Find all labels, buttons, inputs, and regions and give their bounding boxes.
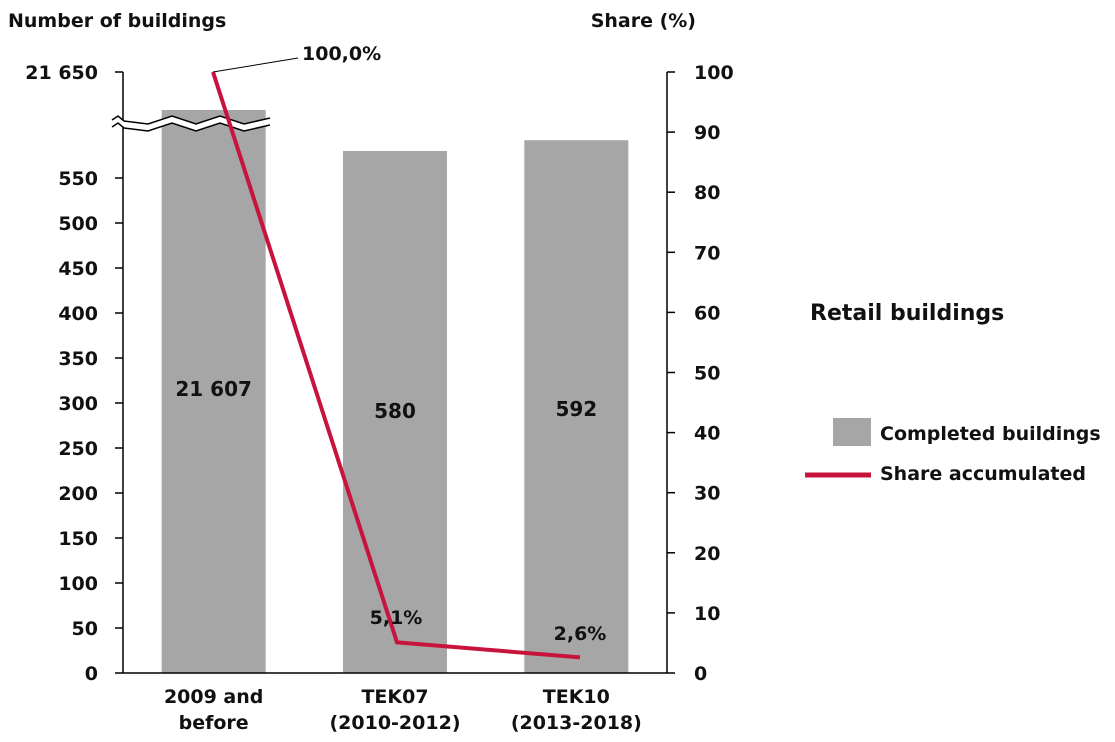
left-tick-label-1: 50 (72, 618, 98, 640)
x-label-1-line-1: (2010-2012) (329, 712, 460, 734)
right-tick-label-3: 30 (694, 483, 720, 505)
left-tick-label-6: 300 (58, 393, 98, 415)
chart-title: Retail buildings (810, 301, 1004, 326)
left-tick-label-0: 0 (85, 663, 98, 685)
left-tick-label-8: 400 (58, 303, 98, 325)
right-tick-label-8: 80 (694, 182, 720, 204)
right-tick-label-5: 50 (694, 363, 720, 385)
left-tick-label-3: 150 (58, 528, 98, 550)
right-ticks-group: 0 10 20 30 40 50 60 70 80 90 100 (667, 62, 734, 685)
left-tick-label-11: 550 (58, 168, 98, 190)
left-tick-label-4: 200 (58, 483, 98, 505)
share-label-2: 2,6% (554, 623, 607, 645)
axis-break-line-lower (111, 122, 271, 132)
x-label-0-line-1: before (179, 712, 249, 734)
left-tick-label-9: 450 (58, 258, 98, 280)
x-label-2-line-0: TEK10 (543, 686, 610, 708)
right-axis-title: Share (%) (591, 10, 696, 32)
bar-0 (161, 110, 266, 673)
x-labels-group: 2009 and before TEK07 (2010-2012) TEK10 (2013… (164, 686, 642, 734)
bar-value-label-1: 580 (374, 399, 416, 423)
right-tick-label-6: 60 (694, 302, 720, 324)
bar-1 (343, 151, 447, 673)
bar-value-label-2: 592 (555, 397, 597, 421)
x-label-2-line-1: (2013-2018) (511, 712, 642, 734)
left-tick-label-7: 350 (58, 348, 98, 370)
bars-group: 21 607 580 592 (161, 110, 629, 673)
line-layer: 100,0% 5,1% 2,6% (211, 43, 607, 660)
axis-break-line-upper (111, 115, 271, 125)
right-tick-label-1: 10 (694, 603, 720, 625)
bar-value-label-0: 21 607 (175, 377, 252, 401)
left-axis-title: Number of buildings (8, 10, 226, 32)
right-tick-label-4: 40 (694, 423, 720, 445)
share-label-leader-0 (212, 57, 299, 73)
left-tick-label-5: 250 (58, 438, 98, 460)
legend-label-line: Share accumulated (880, 463, 1086, 485)
x-label-0-line-0: 2009 and (164, 686, 263, 708)
right-tick-label-0: 0 (694, 663, 707, 685)
bar-2 (524, 140, 629, 673)
left-tick-label-2: 100 (58, 573, 98, 595)
left-tick-label-10: 500 (58, 213, 98, 235)
right-tick-label-2: 20 (694, 543, 720, 565)
legend: Completed buildings Share accumulated (805, 418, 1101, 485)
x-label-1-line-0: TEK07 (361, 686, 428, 708)
share-label-0: 100,0% (302, 43, 381, 65)
share-label-1: 5,1% (370, 607, 423, 629)
left-ticks-group: 0 50 100 150 200 250 300 350 400 450 500 550 (58, 168, 123, 685)
legend-swatch-bar (833, 418, 871, 446)
legend-label-bar: Completed buildings (880, 423, 1101, 445)
right-tick-label-10: 100 (694, 62, 734, 84)
right-tick-label-7: 70 (694, 242, 720, 264)
left-top-tick-label: 21 650 (25, 62, 98, 84)
right-tick-label-9: 90 (694, 122, 720, 144)
